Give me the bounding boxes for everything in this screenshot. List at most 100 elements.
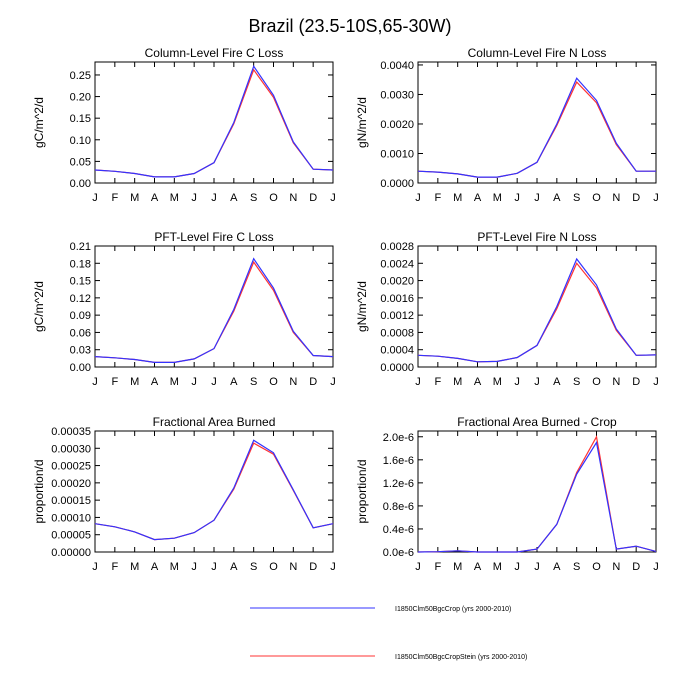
- y-tick-label: 0.8e-6: [383, 501, 414, 513]
- x-tick-label: N: [612, 561, 620, 573]
- x-tick-label: N: [612, 376, 620, 388]
- x-tick-label: N: [289, 376, 297, 388]
- x-tick-label: S: [573, 561, 580, 573]
- x-tick-label: A: [474, 561, 482, 573]
- y-tick-label: 0.15: [70, 113, 91, 125]
- x-tick-label: J: [653, 376, 659, 388]
- x-tick-label: J: [534, 376, 540, 388]
- series-line-crop: [417, 257, 657, 363]
- y-tick-label: 0.00015: [51, 495, 91, 507]
- x-tick-label: F: [111, 376, 118, 388]
- y-tick-label: 0.00025: [51, 461, 91, 473]
- plot-frame: [94, 61, 334, 184]
- x-tick-label: J: [330, 376, 336, 388]
- series-line-crop-stein: [94, 442, 334, 541]
- x-tick-label: J: [92, 376, 98, 388]
- x-tick-label: A: [230, 376, 238, 388]
- y-tick-label: 0.00030: [51, 443, 91, 455]
- x-tick-label: F: [111, 192, 118, 204]
- x-tick-label: M: [130, 376, 139, 388]
- y-tick-label: 0.0020: [380, 276, 414, 288]
- x-tick-label: N: [612, 192, 620, 204]
- x-tick-label: O: [592, 192, 601, 204]
- x-tick-label: O: [592, 561, 601, 573]
- x-tick-label: A: [553, 192, 561, 204]
- x-tick-label: J: [92, 561, 98, 573]
- y-axis-label: gC/m^2/d: [32, 281, 46, 332]
- x-tick-label: A: [474, 192, 482, 204]
- y-tick-label: 2.0e-6: [383, 432, 414, 444]
- x-tick-label: D: [309, 192, 317, 204]
- y-tick-label: 0.0000: [380, 178, 414, 190]
- x-tick-label: F: [434, 376, 441, 388]
- x-tick-label: J: [514, 376, 520, 388]
- x-tick-label: O: [269, 192, 278, 204]
- x-tick-label: M: [453, 192, 462, 204]
- x-tick-label: S: [573, 192, 580, 204]
- x-tick-label: A: [151, 376, 159, 388]
- x-tick-label: J: [211, 561, 217, 573]
- x-tick-label: F: [434, 192, 441, 204]
- x-tick-label: J: [330, 561, 336, 573]
- y-tick-label: 0.00020: [51, 478, 91, 490]
- y-tick-label: 1.6e-6: [383, 455, 414, 467]
- x-tick-label: J: [330, 192, 336, 204]
- x-tick-label: J: [534, 192, 540, 204]
- y-tick-label: 0.12: [70, 293, 91, 305]
- y-tick-label: 0.05: [70, 156, 91, 168]
- x-tick-label: N: [289, 192, 297, 204]
- x-tick-label: A: [230, 192, 238, 204]
- x-tick-label: D: [309, 561, 317, 573]
- y-tick-label: 0.0e-6: [383, 547, 414, 559]
- y-axis-label: gN/m^2/d: [355, 281, 369, 332]
- x-tick-label: J: [514, 561, 520, 573]
- y-tick-label: 0.0030: [380, 89, 414, 101]
- x-tick-label: J: [415, 376, 421, 388]
- y-tick-label: 0.0040: [380, 60, 414, 72]
- x-tick-label: A: [474, 376, 482, 388]
- plot-frame: [417, 430, 657, 553]
- x-tick-label: M: [130, 192, 139, 204]
- series-line-crop: [417, 440, 657, 553]
- x-tick-label: J: [534, 561, 540, 573]
- x-tick-label: O: [269, 376, 278, 388]
- x-tick-label: S: [573, 376, 580, 388]
- series-line-crop: [94, 257, 334, 363]
- series-line-crop-stein: [417, 435, 657, 553]
- series-line-crop: [94, 64, 334, 178]
- x-tick-label: A: [151, 561, 159, 573]
- y-tick-label: 0.0024: [380, 258, 414, 270]
- plot-frame: [417, 245, 657, 368]
- x-tick-label: A: [151, 192, 159, 204]
- x-tick-label: J: [191, 192, 197, 204]
- x-tick-label: D: [632, 192, 640, 204]
- y-tick-label: 0.10: [70, 135, 91, 147]
- x-tick-label: J: [211, 376, 217, 388]
- y-tick-label: 0.03: [70, 345, 91, 357]
- x-tick-label: A: [553, 376, 561, 388]
- legend: I1850Clm50BgcCrop (yrs 2000-2010) I1850C…: [250, 606, 527, 661]
- x-tick-label: A: [230, 561, 238, 573]
- y-tick-label: 0.20: [70, 92, 91, 104]
- x-tick-label: A: [553, 561, 561, 573]
- x-tick-label: J: [514, 192, 520, 204]
- page-title: Brazil (23.5-10S,65-30W): [248, 16, 451, 36]
- chart-title: PFT-Level Fire N Loss: [477, 230, 596, 244]
- y-tick-label: 0.15: [70, 276, 91, 288]
- x-tick-label: D: [309, 376, 317, 388]
- y-axis-label: gC/m^2/d: [32, 97, 46, 148]
- chart-title: Column-Level Fire N Loss: [468, 46, 607, 60]
- x-tick-label: M: [170, 561, 179, 573]
- y-tick-label: 0.00035: [51, 426, 91, 438]
- y-tick-label: 0.0020: [380, 119, 414, 131]
- x-tick-label: O: [269, 561, 278, 573]
- x-tick-label: S: [250, 561, 257, 573]
- y-tick-label: 0.0004: [380, 345, 414, 357]
- y-tick-label: 0.0010: [380, 148, 414, 160]
- x-tick-label: J: [92, 192, 98, 204]
- chart-title: Fractional Area Burned: [153, 415, 276, 429]
- legend-label-series-1: I1850Clm50BgcCrop (yrs 2000-2010): [395, 606, 511, 613]
- x-tick-label: M: [493, 192, 502, 204]
